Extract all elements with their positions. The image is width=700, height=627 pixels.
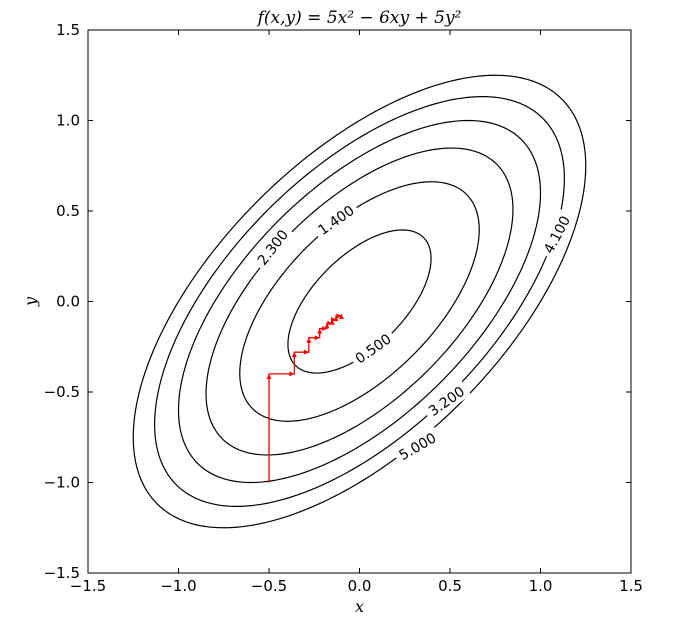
plot-frame — [87, 29, 632, 574]
path-arrowhead — [314, 335, 320, 341]
x-tick-label: 0.5 — [438, 577, 462, 595]
path-arrowhead — [266, 373, 272, 379]
contour-label: 5.000 — [392, 426, 443, 467]
contour-label-bg — [421, 379, 472, 423]
path-arrowhead — [321, 326, 327, 332]
path-arrowhead — [291, 352, 297, 358]
x-tick-label: 1.5 — [619, 577, 643, 595]
path-arrowhead — [306, 337, 312, 343]
x-tick-label: −0.5 — [251, 577, 287, 595]
path-arrowhead — [333, 315, 339, 321]
x-tick-label: −1.0 — [160, 577, 196, 595]
y-tick-label: 0.0 — [56, 293, 80, 311]
contour-line — [177, 119, 542, 484]
contour-label-bg — [311, 198, 361, 242]
contour-label-bg — [250, 222, 295, 272]
path-arrowhead — [317, 328, 323, 334]
contour-line — [287, 229, 432, 374]
contour-label: 0.500 — [348, 327, 398, 370]
x-axis-label: x — [355, 597, 364, 616]
y-tick-label: 1.0 — [56, 112, 80, 130]
path-arrowhead — [338, 314, 344, 320]
x-tick-label: 1.0 — [529, 577, 553, 595]
path-arrowhead — [289, 371, 295, 377]
contour-label-text: 1.400 — [316, 203, 358, 239]
contour-label-text: 2.300 — [255, 227, 292, 268]
x-tick-label: −1.5 — [70, 577, 106, 595]
y-tick-label: −1.5 — [44, 564, 80, 582]
descent-path-line — [268, 314, 343, 483]
y-axis-label: y — [21, 296, 40, 307]
path-arrowhead — [330, 317, 336, 323]
x-tick-label: 0.0 — [348, 577, 372, 595]
axis-ticks: −1.5 −1.0 −0.5 0.0 0.5 1.0 1.5 −1.5 −1.0 −0.5 0.0 0… — [44, 21, 643, 595]
contour-label-bg — [348, 327, 398, 370]
contour-lines — [132, 74, 587, 529]
descent-path — [266, 313, 344, 483]
path-arrowhead — [329, 319, 335, 325]
contour-line — [154, 96, 565, 507]
contour-line — [239, 181, 480, 422]
contour-line — [132, 74, 587, 529]
y-tick-label: 0.5 — [56, 202, 80, 220]
contour-label-bg — [392, 426, 443, 467]
contour-label-text: 0.500 — [353, 331, 395, 367]
contour-label: 2.300 — [250, 222, 295, 272]
y-tick-label: 1.5 — [56, 21, 80, 39]
path-arrowhead — [303, 349, 309, 355]
path-arrowhead — [324, 323, 330, 329]
path-arrowhead — [327, 320, 333, 326]
path-arrowhead — [336, 313, 342, 319]
y-tick-label: −0.5 — [44, 383, 80, 401]
chart-title: f(x,y) = 5x² − 6xy + 5y² — [256, 8, 462, 28]
contour-line — [205, 147, 514, 456]
contour-label-bg — [537, 209, 577, 260]
contour-label-text: 4.100 — [541, 214, 574, 257]
contour-label: 1.400 — [311, 198, 361, 242]
y-tick-label: −1.0 — [44, 474, 80, 492]
contour-label: 4.100 — [537, 209, 577, 260]
